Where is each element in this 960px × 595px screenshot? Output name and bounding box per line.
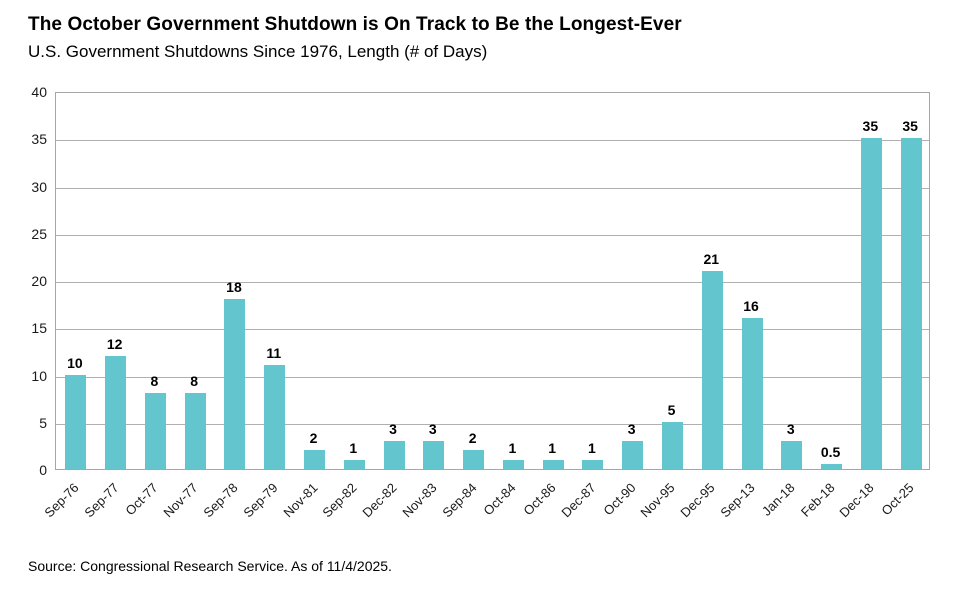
bar-Nov-77: [184, 393, 206, 469]
gridline: [56, 329, 929, 331]
bar-Oct-25: [900, 138, 922, 469]
bar-Sep-78: [224, 298, 246, 469]
bar-value-label: 1: [508, 439, 517, 456]
bar-Dec-18: [860, 138, 882, 469]
bar-value-label: 2: [468, 430, 477, 447]
bar-Sep-79: [264, 365, 286, 469]
bar-Dec-82: [383, 440, 405, 469]
bar-value-label: 18: [226, 278, 242, 295]
bar-value-label: 1: [588, 439, 596, 456]
y-axis-tick-label: 20: [31, 273, 47, 289]
bar-value-label: 3: [428, 420, 437, 437]
bar-Dec-95: [701, 270, 723, 469]
bar-value-label: 5: [667, 401, 676, 418]
y-axis-tick-label: 35: [31, 131, 47, 148]
y-axis-tick-label: 15: [31, 320, 47, 337]
bar-Sep-76: [65, 374, 87, 469]
bar-Nov-95: [661, 421, 683, 469]
bar-Jan-18: [781, 440, 803, 469]
chart-title: The October Government Shutdown is On Tr…: [28, 14, 682, 35]
y-axis-tick-label: 5: [39, 414, 47, 431]
bar-value-label: 21: [703, 250, 720, 267]
bar-Nov-83: [423, 440, 445, 469]
bar-value-label: 2: [309, 430, 318, 447]
y-axis-tick-label: 30: [31, 178, 47, 195]
source-note: Source: Congressional Research Service. …: [28, 558, 392, 574]
y-axis-tick-label: 10: [31, 367, 47, 384]
gridline: [56, 234, 929, 236]
y-axis-tick-label: 40: [31, 84, 47, 100]
gridline: [56, 423, 929, 425]
bar-value-label: 1: [548, 439, 557, 456]
bar-value-label: 16: [743, 297, 759, 314]
gridline: [56, 376, 929, 378]
bar-value-label: 35: [902, 118, 918, 135]
bar-chart: 0 5 10 15 20 25 30 35 40 10 Sep-76 12 Sep-77 8 Oct-77 8…: [0, 84, 960, 552]
bar-value-label: 8: [190, 373, 199, 390]
chart-subtitle: U.S. Government Shutdowns Since 1976, Le…: [28, 42, 488, 61]
bar-value-label: 10: [67, 354, 83, 371]
plot-area: [55, 92, 930, 470]
bar-Sep-13: [741, 317, 763, 469]
bar-Oct-90: [622, 440, 644, 469]
bar-value-label: 8: [150, 373, 159, 390]
bar-value-label: 0.5: [820, 444, 841, 461]
bar-Oct-84: [502, 459, 524, 469]
gridline: [56, 282, 929, 283]
bar-value-label: 3: [786, 420, 795, 437]
y-axis-tick-label: 0: [39, 462, 47, 478]
bar-Feb-18: [821, 464, 843, 469]
bar-Oct-86: [542, 459, 564, 469]
bar-value-label: 3: [389, 420, 397, 437]
bar-Dec-87: [582, 459, 604, 469]
gridline: [56, 140, 929, 142]
bar-Oct-77: [144, 393, 166, 469]
y-axis-tick-label: 25: [31, 225, 47, 242]
bar-value-label: 3: [627, 420, 636, 437]
bar-Nov-81: [304, 450, 326, 469]
gridline: [56, 187, 929, 189]
bar-Sep-77: [105, 355, 127, 469]
bar-Sep-82: [343, 459, 365, 469]
bar-value-label: 35: [862, 118, 879, 135]
bar-value-label: 12: [106, 335, 123, 352]
bar-value-label: 1: [349, 439, 358, 456]
bar-Sep-84: [463, 450, 485, 469]
bar-value-label: 11: [266, 345, 282, 362]
